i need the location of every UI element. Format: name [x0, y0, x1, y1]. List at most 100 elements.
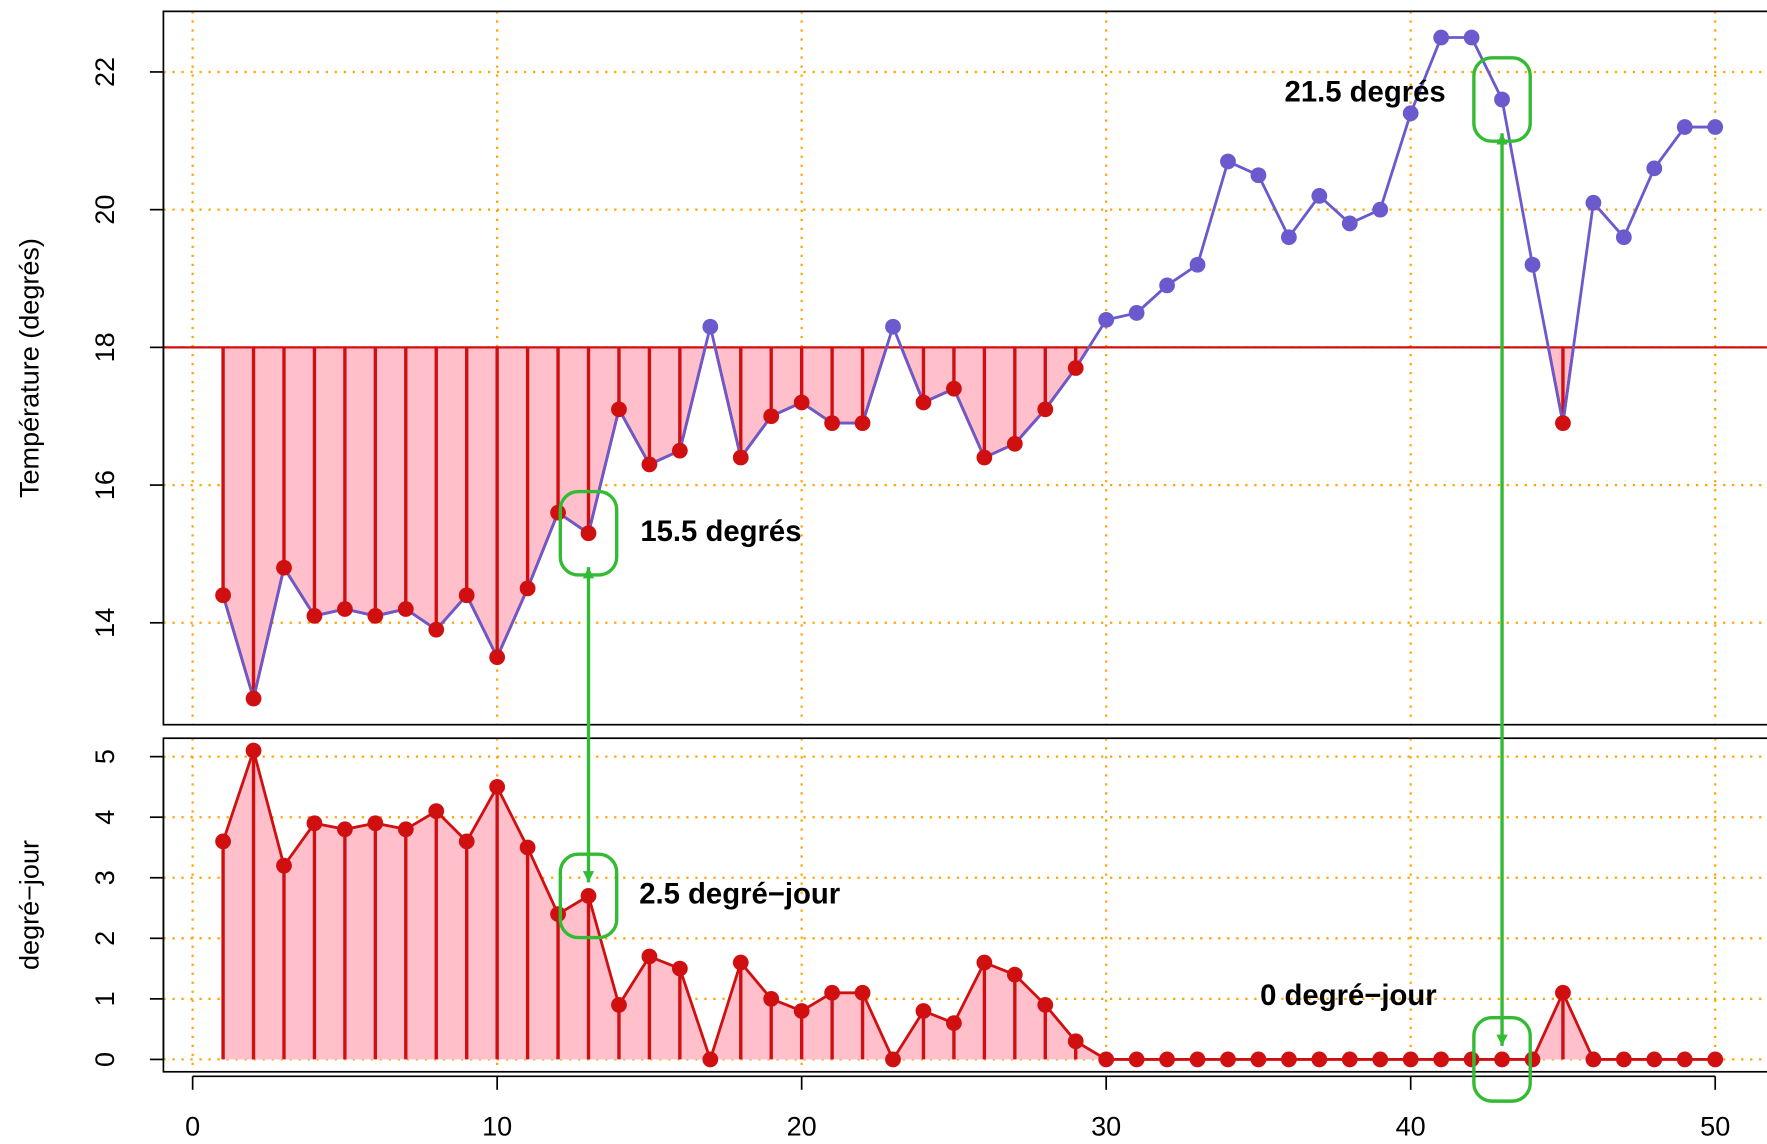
point: [1707, 119, 1724, 135]
y-tick-label: 20: [90, 195, 120, 225]
point: [215, 833, 231, 850]
point: [1372, 201, 1389, 218]
point: [1433, 1051, 1450, 1068]
point: [1250, 167, 1267, 184]
point: [1128, 1051, 1145, 1068]
y-tick-label: 1: [90, 991, 120, 1006]
y-tick-label: 16: [90, 470, 120, 500]
point: [367, 815, 384, 832]
point: [1098, 1051, 1115, 1068]
point: [397, 821, 414, 838]
plot-area: [163, 11, 1767, 725]
point: [641, 456, 658, 473]
annotation: 2.5 degré−jour: [639, 878, 840, 911]
point: [337, 601, 353, 617]
point: [1189, 1051, 1206, 1068]
point: [428, 621, 445, 638]
point: [1676, 1051, 1693, 1068]
point: [458, 587, 475, 604]
point: [1037, 997, 1054, 1013]
point: [1189, 256, 1206, 273]
point: [702, 318, 719, 335]
point: [1159, 277, 1175, 294]
point: [1311, 188, 1328, 204]
area: [223, 347, 1716, 699]
x-tick-label: 0: [185, 1111, 200, 1141]
point: [1341, 1051, 1358, 1068]
point: [793, 394, 810, 411]
point: [306, 815, 323, 832]
point: [915, 1003, 932, 1019]
point: [245, 742, 262, 759]
point: [671, 442, 688, 459]
area: [223, 750, 1716, 1060]
point: [885, 1051, 901, 1068]
point: [1067, 360, 1084, 376]
y-tick-label: 14: [90, 608, 120, 638]
x-tick-label: 10: [482, 1111, 512, 1141]
point: [580, 888, 597, 904]
y-tick-label: 2: [90, 931, 120, 946]
point: [793, 1003, 810, 1019]
point: [1006, 966, 1023, 983]
point: [276, 857, 292, 874]
point: [1494, 1051, 1510, 1068]
point: [854, 415, 871, 432]
point: [580, 525, 597, 542]
point: [519, 580, 536, 597]
y-tick-label: 18: [90, 332, 120, 362]
point: [702, 1051, 719, 1068]
point: [519, 839, 536, 856]
point: [1067, 1033, 1084, 1050]
point: [1615, 229, 1632, 246]
point: [1250, 1051, 1267, 1068]
point: [671, 960, 688, 977]
point: [1006, 435, 1023, 452]
point: [1555, 984, 1571, 1001]
point: [976, 449, 993, 466]
y-axis-label: degré−jour: [15, 840, 45, 970]
point: [1402, 105, 1419, 122]
point: [1311, 1051, 1328, 1068]
point: [1372, 1051, 1389, 1068]
point: [550, 504, 566, 521]
point: [885, 318, 901, 335]
y-tick-label: 22: [90, 57, 120, 87]
point: [1646, 160, 1663, 177]
point: [245, 690, 262, 707]
point: [915, 394, 932, 411]
point: [824, 415, 841, 432]
point: [1463, 1051, 1480, 1068]
point: [976, 954, 993, 971]
point: [1280, 229, 1297, 246]
point: [946, 380, 962, 397]
point: [732, 954, 749, 971]
point: [1220, 153, 1236, 170]
point: [1220, 1051, 1236, 1068]
point: [489, 649, 506, 666]
point: [1676, 119, 1693, 135]
point: [1585, 1051, 1602, 1068]
x-tick-label: 20: [787, 1111, 817, 1141]
point: [1494, 91, 1510, 108]
x-tick-label: 50: [1700, 1111, 1730, 1141]
annotation: 21.5 degrés: [1285, 76, 1446, 109]
point: [763, 408, 780, 425]
y-tick-label: 3: [90, 870, 120, 885]
point: [1585, 194, 1602, 211]
point: [1128, 305, 1145, 321]
point: [550, 906, 566, 922]
annotation: 15.5 degrés: [640, 515, 801, 548]
point: [1159, 1051, 1175, 1068]
y-axis-label: Température (degrés): [15, 238, 45, 498]
annotation: 0 degré−jour: [1260, 979, 1437, 1012]
point: [1433, 29, 1450, 46]
plot-area: [163, 738, 1767, 1072]
point: [946, 1015, 962, 1031]
point: [763, 990, 780, 1007]
point: [641, 948, 658, 965]
point: [1280, 1051, 1297, 1068]
point: [1524, 1051, 1541, 1068]
point: [611, 997, 627, 1013]
